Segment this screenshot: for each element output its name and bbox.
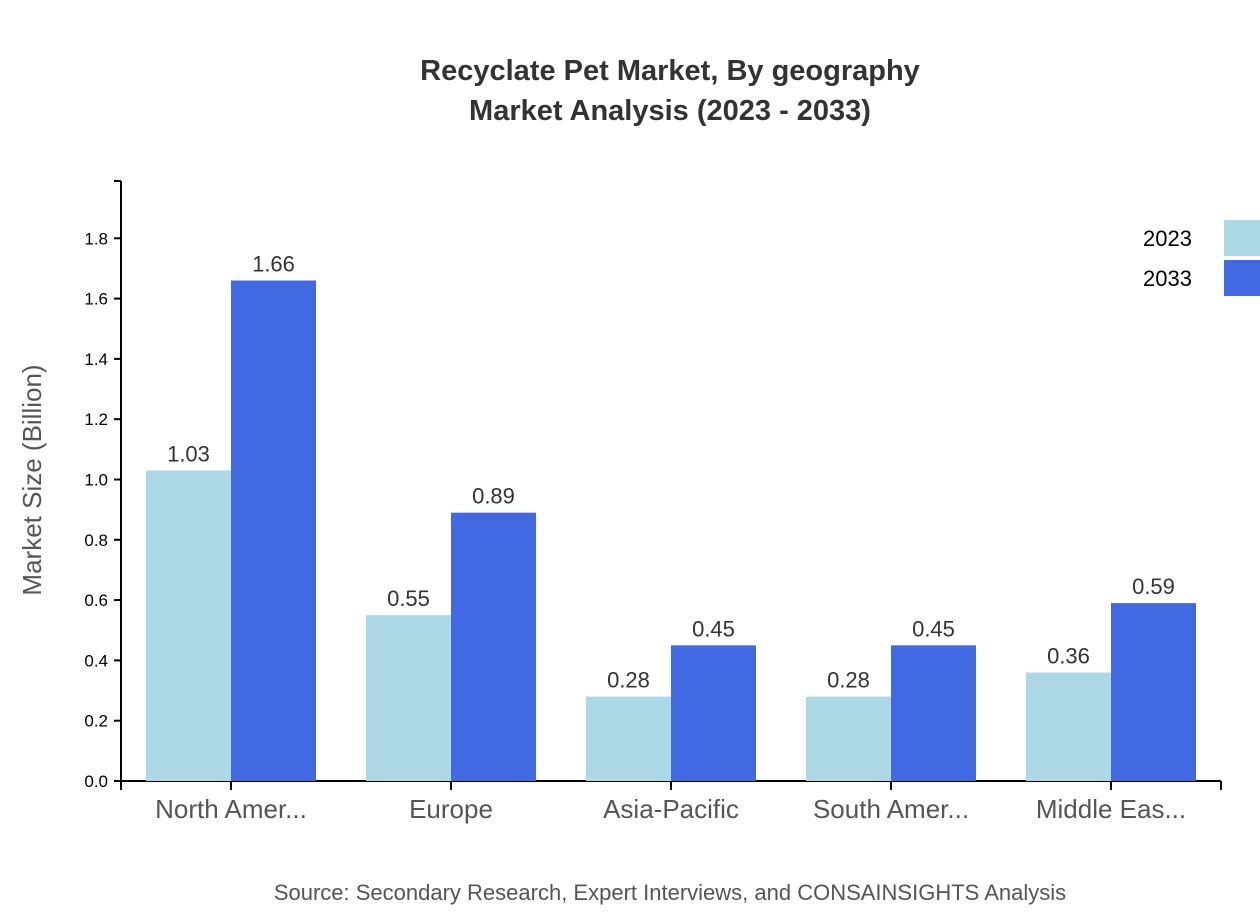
x-tick-label: Middle Eas... [1036,794,1186,824]
data-label: 0.55 [387,586,430,611]
data-label: 0.59 [1132,574,1175,599]
data-label: 0.45 [692,616,735,641]
bar-2033 [891,645,976,781]
y-tick-label: 1.4 [84,350,108,369]
data-label: 0.89 [472,484,515,509]
x-tick-label: Asia-Pacific [603,794,739,824]
y-tick-label: 1.2 [84,410,108,429]
data-label: 0.36 [1047,643,1090,668]
x-tick-label: South Amer... [813,794,969,824]
y-tick-label: 0.4 [84,651,108,670]
data-label: 1.03 [167,441,210,466]
chart-title-line1: Recyclate Pet Market, By geography [420,55,920,87]
y-axis-label: Market Size (Billion) [17,364,47,595]
x-tick-label: Europe [409,794,493,824]
data-label: 0.45 [912,616,955,641]
bar-2023 [1026,672,1111,781]
bar-2023 [146,470,231,781]
legend-label: 2023 [1143,226,1192,251]
bar-2023 [366,615,451,781]
x-tick-label: North Amer... [155,794,307,824]
data-label: 0.28 [607,668,650,693]
legend-label: 2033 [1143,266,1192,291]
bar-2033 [231,280,316,781]
chart-title-line2: Market Analysis (2023 - 2033) [469,95,871,127]
y-tick-label: 1.0 [84,470,108,489]
y-tick-label: 0.0 [84,772,108,791]
legend-swatch [1224,220,1260,256]
data-label: 0.28 [827,668,870,693]
source-note: Source: Secondary Research, Expert Inter… [274,880,1066,905]
data-label: 1.66 [252,251,295,276]
y-tick-label: 0.8 [84,531,108,550]
bar-2023 [586,696,671,781]
bar-2033 [671,645,756,781]
legend-swatch [1224,260,1260,296]
y-tick-label: 1.8 [84,229,108,248]
bar-2023 [806,696,891,781]
y-tick-label: 0.2 [84,712,108,731]
bar-2033 [451,512,536,781]
y-tick-label: 0.6 [84,591,108,610]
bar-2033 [1111,603,1196,781]
y-tick-label: 1.6 [84,290,108,309]
